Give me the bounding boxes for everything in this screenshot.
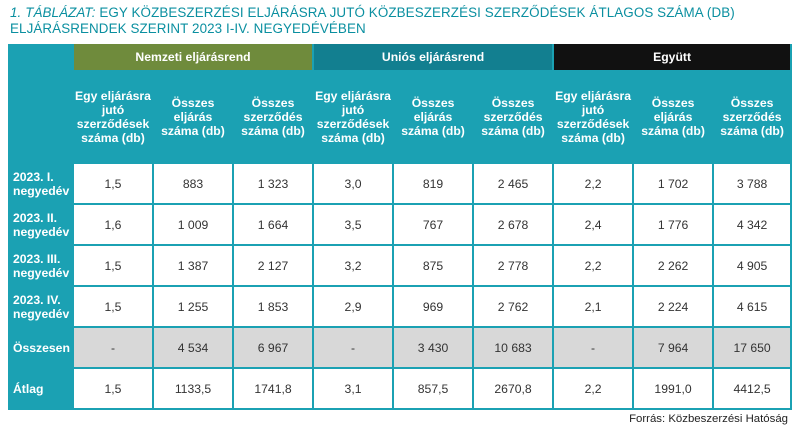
table-title: 1. TÁBLÁZAT: EGY KÖZBESZERZÉSI ELJÁRÁSRA… [10,5,790,37]
table-cell: 1991,0 [634,369,715,410]
table-cell: 1,5 [74,369,154,410]
title-line-2: ELJÁRÁSRENDEK SZERINT 2023 I-IV. NEGYEDÉ… [10,21,366,36]
table-cell: 4 615 [714,287,793,328]
table-cell: 7 964 [634,328,715,369]
table-cell: 2 127 [234,246,315,287]
table-cell: 3 788 [714,164,793,205]
table-row: Összesen -4 534 6 967-3 430 10 683-7 964 17 … [8,328,793,369]
table-cell: 2 762 [474,287,555,328]
table-cell: 1 853 [234,287,315,328]
group-total: Együtt [554,44,793,72]
table-cell: 17 650 [714,328,793,369]
table-cell: - [554,328,635,369]
subheader-contracts: Összes szerződés száma (db) [714,72,793,164]
table-cell: 10 683 [474,328,555,369]
subheader-contracts: Összes szerződés száma (db) [474,72,555,164]
table-cell: 819 [394,164,475,205]
table-cell: 4 534 [154,328,234,369]
corner-cell [8,44,74,164]
title-line-1: 1. TÁBLÁZAT: EGY KÖZBESZERZÉSI ELJÁRÁSRA… [10,5,790,21]
table-cell: 3 430 [394,328,475,369]
table-cell: 3,5 [314,205,395,246]
table-cell: 2 224 [634,287,715,328]
table-cell: 969 [394,287,475,328]
table-cell: 1 009 [154,205,234,246]
group-eu: Uniós eljárásrend [314,44,555,72]
table-cell: 2,9 [314,287,395,328]
table-cell: 2,1 [554,287,635,328]
table-cell: - [314,328,395,369]
subheader-procedures: Összes eljárás száma (db) [394,72,475,164]
table-cell: 1133,5 [154,369,234,410]
table-cell: 2 465 [474,164,555,205]
table-cell: 767 [394,205,475,246]
subheader-procedures: Összes eljárás száma (db) [154,72,234,164]
subheader-contracts: Összes szerződés száma (db) [234,72,315,164]
table-cell: 1,6 [74,205,154,246]
table-cell: 1 664 [234,205,315,246]
table-cell: 2,2 [554,246,635,287]
table-cell: 1 387 [154,246,234,287]
subheader-row: Egy eljárásra jutó szerződések száma (db… [8,72,793,164]
table-cell: 1,5 [74,164,154,205]
group-header-row: Nemzeti eljárásrend Uniós eljárásrend Eg… [8,44,793,164]
table-cell: 2,2 [554,369,635,410]
table-cell: 3,2 [314,246,395,287]
row-label: 2023. II. negyedév [8,205,74,246]
table-cell: 857,5 [394,369,475,410]
table-cell: 3,0 [314,164,395,205]
table-cell: 6 967 [234,328,315,369]
source-note: Forrás: Közbeszerzési Hatóság [629,413,788,425]
subheader-avg: Egy eljárásra jutó szerződések száma (db… [314,72,395,164]
table-row: 2023. I. negyedév 1,5 883 1 323 3,0 819 2 465 2… [8,164,793,205]
table-row: 2023. III. negyedév 1,5 1 387 2 127 3,2 875 2 … [8,246,793,287]
table-cell: 4 342 [714,205,793,246]
row-label: Átlag [8,369,74,410]
table-cell: 2,2 [554,164,635,205]
table-cell: 1741,8 [234,369,315,410]
table-cell: 1 255 [154,287,234,328]
subheader-procedures: Összes eljárás száma (db) [634,72,715,164]
table-cell: 2 262 [634,246,715,287]
table-cell: 4 905 [714,246,793,287]
row-label: Összesen [8,328,74,369]
group-national: Nemzeti eljárásrend [74,44,315,72]
subheader-avg: Egy eljárásra jutó szerződések száma (db… [74,72,154,164]
table-cell: 2 678 [474,205,555,246]
table-body: 2023. I. negyedév 1,5 883 1 323 3,0 819 2 465 2… [8,164,793,410]
title-text: EGY KÖZBESZERZÉSI ELJÁRÁSRA JUTÓ KÖZBESZ… [99,5,735,20]
table-row: Átlag 1,5 1133,5 1741,8 3,1 857,5 2670,8 2,2 199… [8,369,793,410]
table-cell: 875 [394,246,475,287]
table-row: 2023. II. negyedév 1,6 1 009 1 664 3,5 767 2 6… [8,205,793,246]
table-cell: - [74,328,154,369]
subheader-avg: Egy eljárásra jutó szerződések száma (db… [554,72,635,164]
table-cell: 1 776 [634,205,715,246]
table-cell: 2 778 [474,246,555,287]
row-label: 2023. IV. negyedév [8,287,74,328]
table-cell: 2,4 [554,205,635,246]
table-row: 2023. IV. negyedév 1,5 1 255 1 853 2,9 969 2 7… [8,287,793,328]
table-cell: 1,5 [74,246,154,287]
table-cell: 2670,8 [474,369,555,410]
data-table: Nemzeti eljárásrend Uniós eljárásrend Eg… [8,44,793,410]
title-prefix: 1. TÁBLÁZAT: [10,5,96,20]
table-cell: 1 323 [234,164,315,205]
table-cell: 4412,5 [714,369,793,410]
row-label: 2023. I. negyedév [8,164,74,205]
table-cell: 883 [154,164,234,205]
table-cell: 1,5 [74,287,154,328]
row-label: 2023. III. negyedév [8,246,74,287]
table-cell: 3,1 [314,369,395,410]
table-cell: 1 702 [634,164,715,205]
